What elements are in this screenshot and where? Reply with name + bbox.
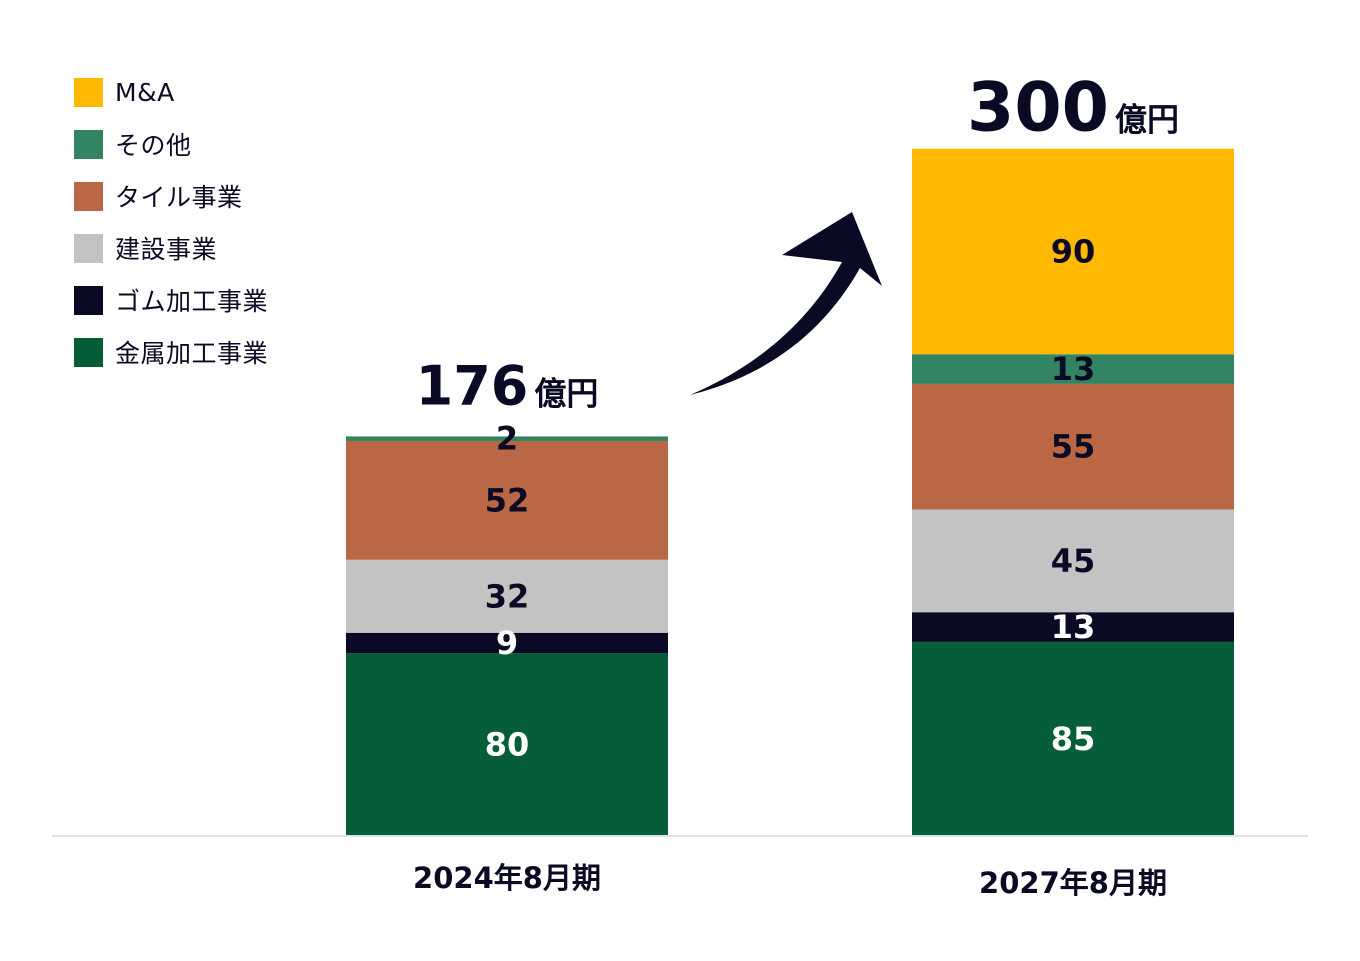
growth-arrow-icon	[690, 212, 882, 395]
data-label-1-5: 90	[1051, 232, 1096, 270]
data-label-1-1: 13	[1051, 608, 1096, 646]
legend-item-4: ゴム加工事業	[74, 274, 268, 326]
legend-label-0: M&A	[115, 77, 175, 107]
legend-swatch-5	[74, 337, 103, 367]
x-tick-label-1: 2027年8月期	[979, 866, 1167, 900]
legend-item-2: タイル事業	[74, 170, 268, 222]
total-unit-0: 億円	[534, 374, 598, 412]
legend-label-1: その他	[115, 131, 192, 160]
bar-segment-0-3	[346, 440, 668, 560]
data-label-0-2: 32	[485, 577, 530, 615]
bar-segment-1-3	[912, 383, 1234, 510]
bar-segment-1-1	[912, 612, 1234, 642]
legend-swatch-2	[74, 181, 103, 211]
legend-item-5: 金属加工事業	[74, 326, 268, 378]
legend-label-3: 建設事業	[115, 235, 218, 264]
total-label-1: 300 億円	[967, 69, 1179, 148]
legend-item-1: その他	[74, 118, 268, 170]
x-tick-label-0: 2024年8月期	[413, 861, 601, 895]
total-value-1: 300	[967, 69, 1109, 148]
data-label-0-1: 9	[496, 624, 518, 662]
legend-item-0: M&A	[74, 66, 268, 118]
legend-label-5: 金属加工事業	[115, 339, 269, 368]
bar-segment-1-4	[912, 354, 1234, 384]
legend-item-3: 建設事業	[74, 222, 268, 274]
total-label-0: 176 億円	[416, 354, 599, 417]
data-label-1-0: 85	[1051, 720, 1096, 758]
bar-segment-1-2	[912, 509, 1234, 613]
legend-swatch-1	[74, 129, 103, 159]
data-label-1-2: 45	[1051, 542, 1096, 580]
legend-label-2: タイル事業	[115, 183, 243, 212]
bar-segment-0-2	[346, 559, 668, 633]
legend-label-4: ゴム加工事業	[115, 287, 269, 316]
legend-swatch-4	[74, 285, 103, 315]
legend-swatch-3	[74, 233, 103, 263]
data-label-0-3: 52	[485, 481, 530, 519]
total-unit-1: 億円	[1115, 101, 1179, 139]
bar-segment-1-5	[912, 148, 1234, 355]
data-label-0-4: 2	[496, 420, 518, 458]
bar-segment-0-4	[346, 436, 668, 441]
chart-legend: M&A その他タイル事業建設事業ゴム加工事業 金属加工事業	[74, 66, 268, 378]
bar-segment-1-0	[912, 641, 1234, 836]
data-label-0-0: 80	[485, 726, 530, 764]
bar-segment-0-1	[346, 632, 668, 654]
legend-swatch-0	[74, 77, 103, 107]
bar-segment-0-0	[346, 653, 668, 836]
total-value-0: 176	[416, 354, 529, 417]
data-label-1-4: 13	[1051, 350, 1096, 388]
data-label-1-3: 55	[1051, 428, 1096, 466]
